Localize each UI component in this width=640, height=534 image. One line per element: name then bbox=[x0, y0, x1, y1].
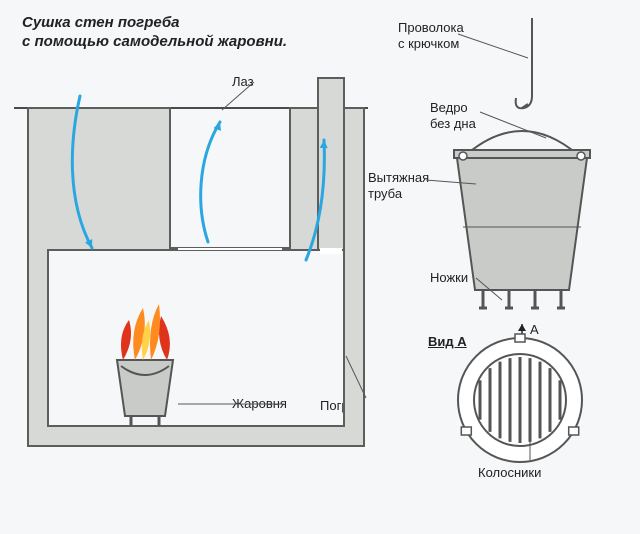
diagram-svg bbox=[0, 0, 640, 534]
